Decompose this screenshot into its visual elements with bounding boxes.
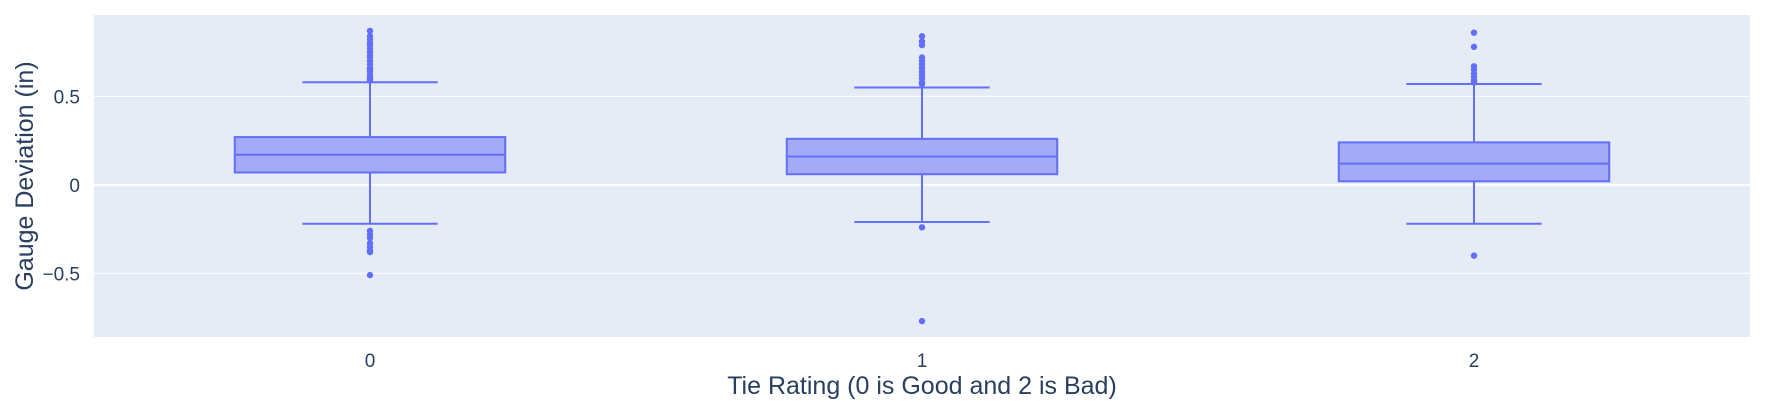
outlier-point — [1470, 79, 1478, 86]
y-tick-label: −0.5 — [42, 264, 80, 285]
outlier-point — [366, 234, 374, 242]
outlier-point — [918, 317, 926, 325]
outlier-point — [366, 77, 374, 84]
x-axis-title: Tie Rating (0 is Good and 2 is Bad) — [727, 372, 1117, 400]
outlier-point — [918, 224, 926, 231]
y-tick-label: 0.5 — [54, 87, 80, 108]
y-axis-ticks: 0.5 0 −0.5 — [42, 87, 80, 285]
x-tick-label: 2 — [1469, 351, 1480, 372]
outlier-point — [918, 80, 926, 88]
x-tick-label: 1 — [917, 351, 928, 372]
outlier-point — [366, 271, 374, 279]
box-body — [1337, 141, 1611, 183]
outlier-point — [366, 248, 374, 256]
outlier-point — [918, 33, 926, 40]
outlier-point — [918, 41, 926, 49]
y-axis-title: Gauge Deviation (in) — [11, 61, 39, 290]
x-tick-label: 0 — [365, 351, 376, 372]
outlier-point — [1470, 29, 1478, 36]
box-1 — [785, 33, 1059, 325]
box-series — [233, 27, 1611, 325]
y-tick-label: 0 — [69, 176, 80, 197]
outlier-point — [1470, 252, 1478, 259]
x-axis-ticks: 0 1 2 — [365, 351, 1480, 372]
outlier-point — [366, 27, 374, 35]
box-0 — [233, 27, 507, 279]
box-2 — [1337, 29, 1611, 259]
outlier-point — [1470, 43, 1478, 51]
